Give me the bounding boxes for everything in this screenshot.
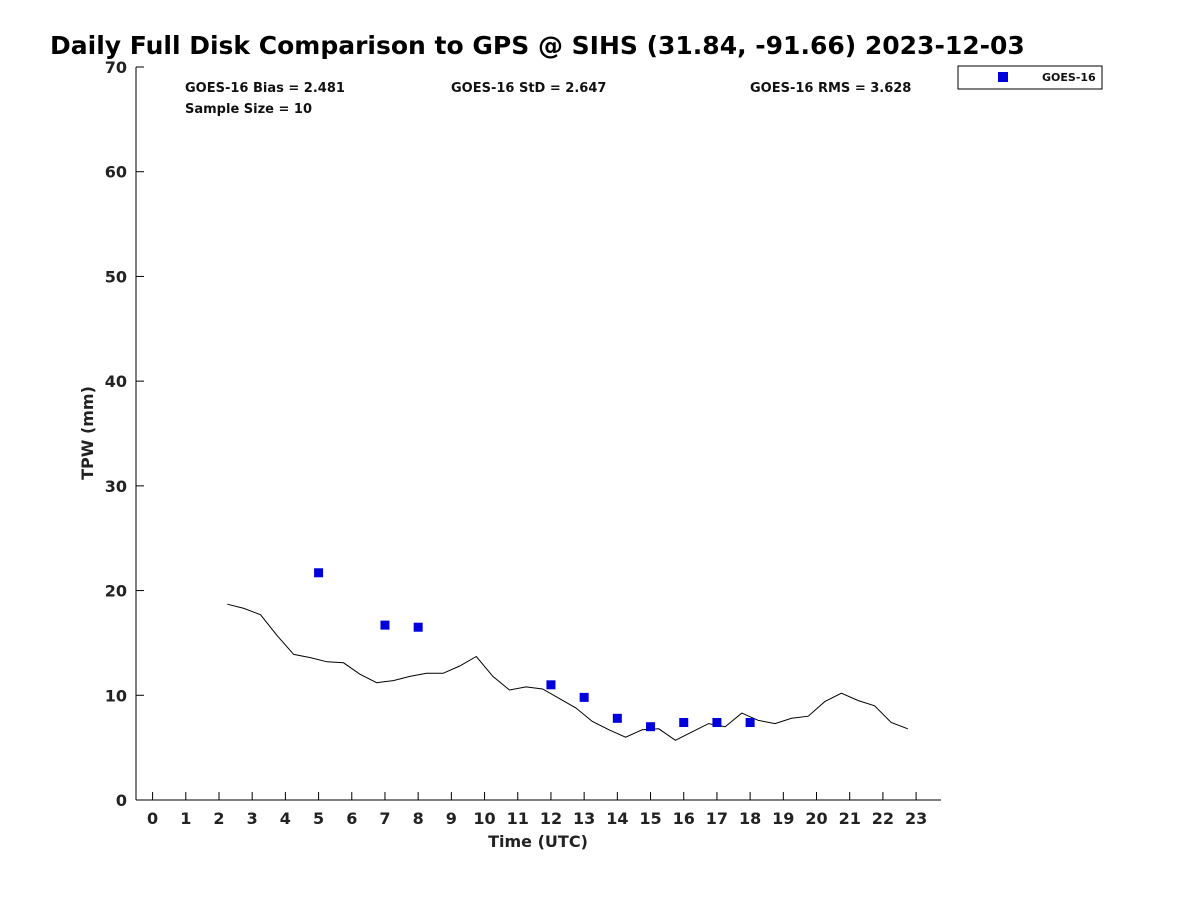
x-tick-label: 6 xyxy=(346,809,357,828)
chart-title: Daily Full Disk Comparison to GPS @ SIHS… xyxy=(50,31,1025,60)
x-tick-label: 12 xyxy=(540,809,562,828)
x-tick-label: 10 xyxy=(473,809,495,828)
x-tick-label: 4 xyxy=(280,809,291,828)
x-tick-label: 21 xyxy=(839,809,861,828)
y-tick-label: 30 xyxy=(105,477,127,496)
y-axis-label: TPW (mm) xyxy=(78,386,97,480)
x-axis: 0 1 2 3 4 5 6 7 8 9 10 11 12 13 14 15 16 17 18 19 20 21 22 23 xyxy=(147,792,927,828)
sample-size-stat: Sample Size = 10 xyxy=(185,102,312,117)
legend-marker xyxy=(998,72,1008,82)
y-tick-label: 50 xyxy=(105,267,127,286)
legend: GOES-16 xyxy=(957,65,1103,90)
x-tick-label: 15 xyxy=(639,809,661,828)
series-layer xyxy=(227,568,908,741)
x-tick-label: 13 xyxy=(573,809,595,828)
goes16-data-point xyxy=(579,692,589,702)
x-tick-label: 1 xyxy=(180,809,191,828)
x-tick-label: 11 xyxy=(507,809,529,828)
y-tick-label: 20 xyxy=(105,582,127,601)
goes16-data-point xyxy=(546,680,556,690)
x-tick-label: 9 xyxy=(446,809,457,828)
goes16-data-point xyxy=(413,622,423,632)
goes16-data-point xyxy=(646,722,656,732)
std-stat: GOES-16 StD = 2.647 xyxy=(451,81,606,96)
x-tick-label: 22 xyxy=(872,809,894,828)
goes16-data-point xyxy=(380,620,390,630)
bias-stat: GOES-16 Bias = 2.481 xyxy=(185,81,345,96)
goes16-data-point xyxy=(314,568,324,578)
x-tick-label: 0 xyxy=(147,809,158,828)
x-tick-label: 16 xyxy=(673,809,695,828)
goes16-data-point xyxy=(712,718,722,728)
y-tick-label: 10 xyxy=(105,686,127,705)
x-tick-label: 2 xyxy=(213,809,224,828)
goes16-data-point xyxy=(745,718,755,728)
x-tick-label: 18 xyxy=(739,809,761,828)
x-tick-label: 5 xyxy=(313,809,324,828)
y-tick-label: 40 xyxy=(105,372,127,391)
y-tick-label: 70 xyxy=(105,58,127,77)
legend-label: GOES-16 xyxy=(1042,71,1096,84)
x-tick-label: 17 xyxy=(706,809,728,828)
y-tick-label: 60 xyxy=(105,163,127,182)
goes16-data-point xyxy=(612,713,622,723)
rms-stat: GOES-16 RMS = 3.628 xyxy=(750,81,911,96)
x-tick-label: 3 xyxy=(247,809,258,828)
y-axis: 0 10 20 30 40 50 60 70 xyxy=(105,58,144,810)
x-axis-label: Time (UTC) xyxy=(488,832,588,851)
x-tick-label: 7 xyxy=(379,809,390,828)
x-tick-label: 8 xyxy=(413,809,424,828)
y-tick-label: 0 xyxy=(116,791,127,810)
plot-frame xyxy=(135,67,941,801)
goes16-data-point xyxy=(679,718,689,728)
x-tick-label: 14 xyxy=(606,809,628,828)
gps-tpw-line xyxy=(227,603,908,741)
x-tick-label: 20 xyxy=(805,809,827,828)
x-tick-label: 23 xyxy=(905,809,927,828)
x-tick-label: 19 xyxy=(772,809,794,828)
